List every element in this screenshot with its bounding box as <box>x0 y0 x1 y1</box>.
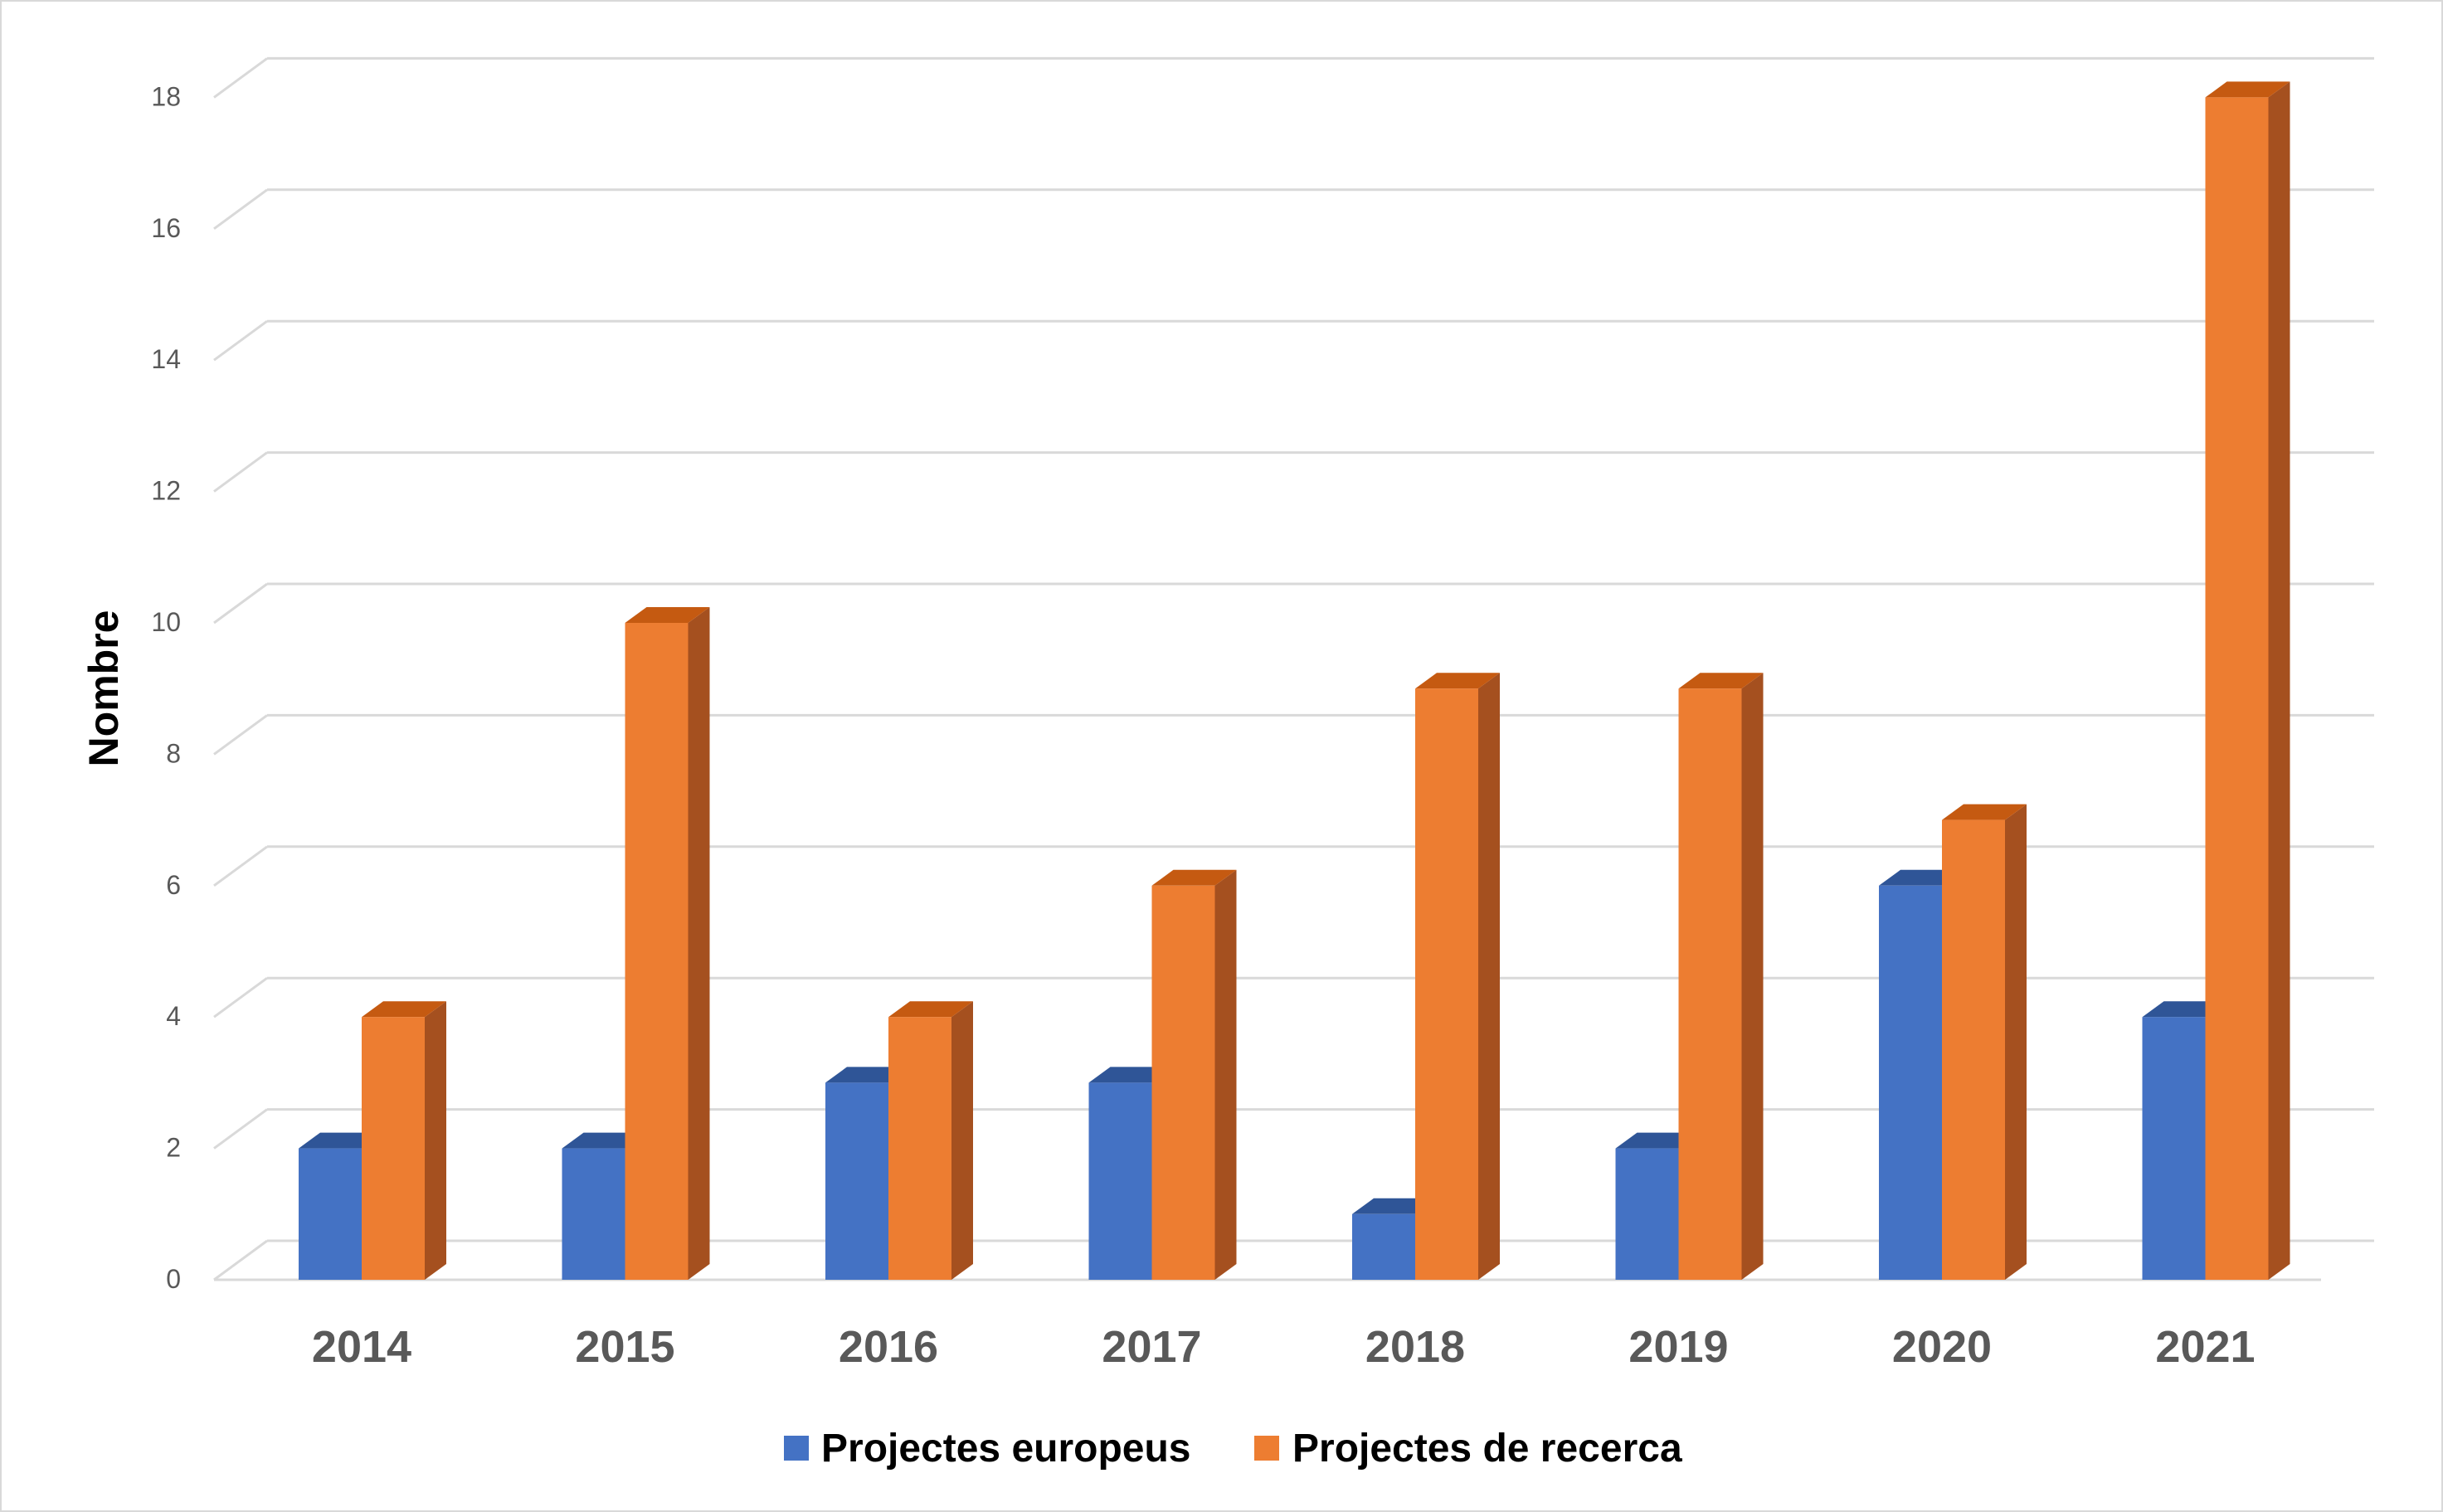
bars <box>299 81 2290 1280</box>
legend-label-recerca: Projectes de recerca <box>1292 1427 1682 1471</box>
x-axis-ticks: 2014 2015 2016 2017 2018 2019 2020 2021 <box>312 1322 2256 1372</box>
gridline-diag-14 <box>213 319 268 362</box>
y-tick-label: 12 <box>151 476 181 506</box>
y-tick-label: 4 <box>166 1001 181 1031</box>
y-tick-label: 14 <box>151 344 181 374</box>
x-tick-label: 2019 <box>1628 1322 1728 1372</box>
y-tick-label: 10 <box>151 607 181 637</box>
x-tick-label: 2015 <box>575 1322 674 1372</box>
gridline-diag-8 <box>213 714 268 756</box>
y-tick-label: 0 <box>166 1264 181 1294</box>
bar-recerca-2017 <box>1151 869 1237 1280</box>
gridline-diag-10 <box>213 582 268 625</box>
y-tick-label: 18 <box>151 81 181 111</box>
y-tick-label: 6 <box>166 870 181 900</box>
y-axis-ticks: 0 2 4 6 8 10 12 14 16 18 <box>151 81 181 1294</box>
legend-swatch-europeus <box>784 1436 809 1461</box>
x-tick-label: 2020 <box>1892 1322 1992 1372</box>
x-tick-label: 2021 <box>2155 1322 2255 1372</box>
gridline-diag-4 <box>213 976 268 1019</box>
gridline-diag-2 <box>213 1108 268 1150</box>
gridline-diag-18 <box>213 57 268 99</box>
y-tick-label: 16 <box>151 213 181 243</box>
bar-recerca-2020 <box>1942 804 2027 1280</box>
bar-recerca-2015 <box>625 607 710 1280</box>
legend: Projectes europeus Projectes de recerca <box>784 1427 1682 1471</box>
x-tick-label: 2014 <box>312 1322 411 1372</box>
bar-recerca-2018 <box>1415 673 1500 1280</box>
y-axis-label: Nombre <box>80 610 127 767</box>
gridlines <box>213 56 2374 1281</box>
x-tick-label: 2016 <box>839 1322 938 1372</box>
gridline-diag-12 <box>213 451 268 493</box>
bar-recerca-2016 <box>888 1001 973 1280</box>
legend-swatch-recerca <box>1254 1436 1279 1461</box>
legend-label-europeus: Projectes europeus <box>821 1427 1191 1471</box>
y-tick-label: 8 <box>166 738 181 768</box>
gridline-diag-0 <box>213 1239 268 1281</box>
gridline-diag-6 <box>213 845 268 887</box>
y-tick-label: 2 <box>166 1133 181 1163</box>
x-tick-label: 2017 <box>1102 1322 1201 1372</box>
gridline-diag-16 <box>213 188 268 231</box>
bar-recerca-2019 <box>1678 673 1764 1280</box>
x-tick-label: 2018 <box>1365 1322 1465 1372</box>
bar-recerca-2021 <box>2205 81 2290 1280</box>
bar-recerca-2014 <box>362 1001 446 1280</box>
